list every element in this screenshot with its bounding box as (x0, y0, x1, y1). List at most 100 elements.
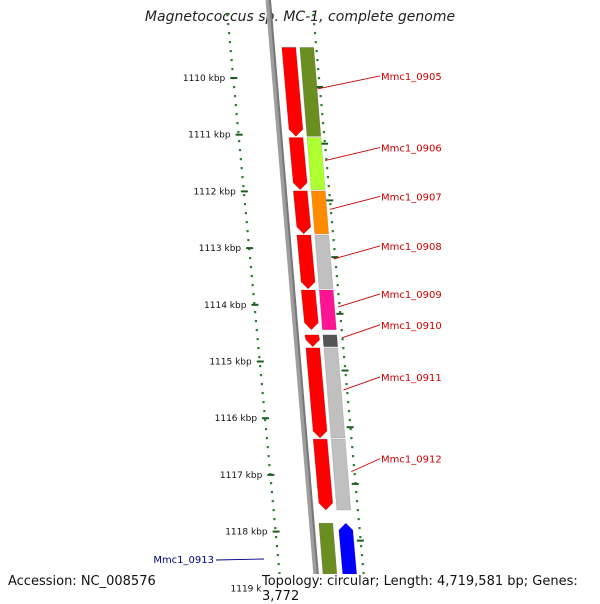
scale-dot (316, 59, 319, 62)
scale-dot (235, 113, 238, 116)
scale-dot (231, 68, 234, 71)
gene-arrow-mmc1_0909 (300, 289, 319, 331)
scale-dot (333, 248, 336, 251)
scale-dot (342, 347, 345, 350)
scale-dot (330, 212, 333, 215)
kbp-tick (331, 256, 339, 259)
scale-dot (356, 500, 359, 503)
scale-dot (265, 437, 268, 440)
scale-dot (350, 437, 353, 440)
gene-arrow-mmc1_0912 (312, 438, 334, 511)
gene-cog-box-mmc1_0911 (323, 347, 346, 439)
gene-arrow-mmc1_0905 (281, 46, 304, 137)
scale-dot (262, 401, 265, 404)
scale-dot (264, 428, 268, 431)
gene-cog-box-mmc1_0909 (318, 289, 337, 331)
scale-dot (276, 554, 279, 557)
gene-cog-box-mmc1_0907 (310, 190, 330, 235)
scale-dot (313, 32, 317, 35)
kbp-tick (356, 539, 364, 542)
kbp-tick (351, 482, 359, 485)
gene-label-mmc1_0906: Mmc1_0906 (381, 144, 442, 155)
map-title: Magnetococcus sp. MC-1, complete genome (144, 9, 456, 25)
scale-dot (240, 167, 243, 170)
scale-dot (360, 545, 363, 548)
kbp-tick (235, 133, 243, 136)
scale-dot (254, 311, 257, 314)
gene-connector (338, 293, 381, 308)
kbp-label: 1113 kbp (199, 244, 242, 254)
scale-dot (261, 392, 264, 395)
scale-dot (346, 392, 349, 395)
scale-dot (226, 14, 229, 17)
scale-dot (237, 131, 240, 134)
scale-dot (322, 131, 325, 134)
scale-dot (347, 410, 351, 413)
scale-dot (325, 158, 328, 161)
gene-cog-box-mmc1_0905 (299, 46, 322, 137)
scale-dot (241, 176, 244, 179)
scale-dot (326, 167, 329, 170)
scale-dot (344, 374, 347, 377)
scale-dot (253, 302, 256, 305)
scale-dot (243, 194, 246, 197)
scale-dot (352, 464, 355, 467)
scale-dot (348, 419, 351, 422)
gene-arrow-mmc1_0906 (288, 137, 308, 191)
scale-dot (238, 140, 241, 143)
scale-dot (234, 104, 237, 107)
scale-dot (343, 365, 347, 368)
scale-dot (351, 455, 355, 458)
gene-connector (333, 245, 381, 260)
gene-arrow-mmc1_0911 (305, 347, 328, 439)
scale-dot (360, 554, 364, 557)
gene-cog-box-mmc1_0910 (322, 334, 339, 348)
scale-dot (327, 185, 330, 188)
gene-connector (215, 558, 265, 561)
accession-text: Accession: NC_008576 (8, 574, 156, 589)
gene-connector (324, 147, 381, 162)
kbp-tick (240, 190, 248, 193)
scale-dot (257, 347, 260, 350)
kbp-tick (251, 303, 259, 306)
scale-dot (319, 95, 322, 98)
topology-text: Topology: circular; Length: 4,719,581 bp… (262, 574, 600, 604)
kbp-label: 1112 kbp (193, 187, 236, 197)
scale-dot (324, 149, 327, 152)
kbp-label: 1115 kbp (209, 358, 252, 368)
gene-connector (351, 458, 381, 473)
kbp-tick (326, 199, 334, 202)
gene-arrow-mmc1_0910 (304, 334, 321, 348)
scale-dot (275, 536, 278, 539)
scale-dot (263, 410, 266, 413)
gene-cog-box-mmc1_0908 (314, 234, 334, 290)
gene-label-mmc1_0909: Mmc1_0909 (381, 290, 442, 301)
gene-arrow-mmc1_0907 (292, 190, 312, 235)
scale-dot (347, 401, 350, 404)
scale-dot (236, 122, 239, 125)
scale-dot (331, 230, 334, 233)
gene-connector (343, 376, 381, 391)
scale-dot (227, 32, 231, 35)
scale-dot (349, 428, 352, 431)
kbp-tick (346, 426, 354, 429)
kbp-tick (341, 369, 349, 372)
scale-dot (313, 23, 316, 26)
scale-dot (315, 50, 318, 53)
gene-label-mmc1_0905: Mmc1_0905 (381, 72, 442, 83)
scale-dot (259, 365, 262, 368)
kbp-tick (336, 312, 344, 315)
scale-dot (269, 482, 273, 485)
scale-dot (242, 185, 245, 188)
gene-connector (341, 324, 381, 339)
scale-dot (339, 320, 342, 323)
scale-dot (351, 446, 354, 449)
kbp-label: 1110 kbp (183, 74, 226, 84)
scale-dot (321, 113, 324, 116)
scale-dot (244, 212, 247, 215)
scale-dot (312, 14, 315, 17)
scale-dot (355, 491, 358, 494)
scale-dot (273, 518, 276, 521)
scale-dot (332, 239, 335, 242)
